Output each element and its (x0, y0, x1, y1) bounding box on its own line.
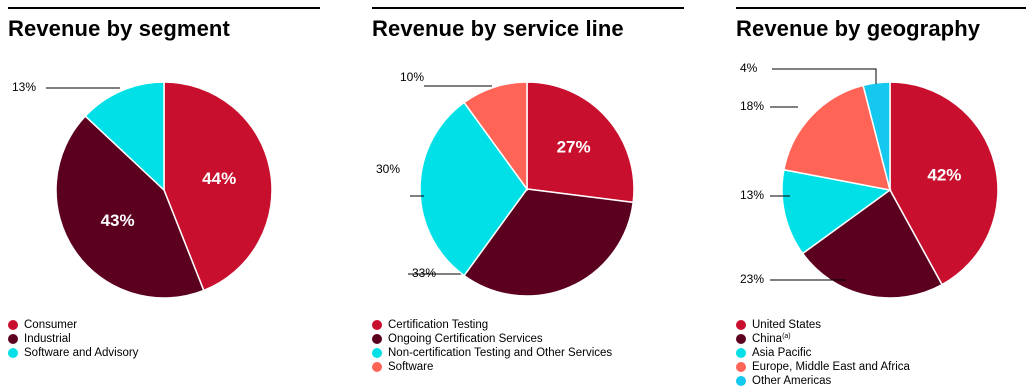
legend-swatch (8, 320, 18, 330)
pie-slice-europe-middle-east-and-africa (783, 84, 892, 191)
legend-label: China (752, 333, 783, 345)
slice-value-label: 44% (202, 169, 236, 188)
legend-swatch (736, 320, 746, 330)
slice-value-label: 27% (557, 137, 591, 156)
pie-slice-non-certification-testing-and-other-services (419, 101, 528, 277)
legend-label: Europe, Middle East and Africa (752, 361, 910, 373)
legend-label: Non-certification Testing and Other Serv… (388, 347, 613, 359)
chart-panel-geography: Revenue by geography 42% 23% 13% 18% 4% Unit… (736, 0, 1034, 389)
legend-swatch (8, 348, 18, 358)
legend-swatch (736, 348, 746, 358)
slice-value-label: 4% (740, 61, 758, 75)
title-rule (736, 7, 1026, 9)
legend-label: Software (388, 361, 434, 373)
legend: Certification Testing Ongoing Certificati… (372, 318, 612, 374)
legend-label: Industrial (24, 333, 71, 345)
legend-item-ongoing-certification-services: Ongoing Certification Services (372, 332, 612, 346)
slice-value-label: 13% (740, 188, 764, 202)
pie-chart-geography: 42% 23% 13% 18% 4% (740, 61, 999, 299)
pie-slice-china (801, 188, 944, 299)
legend-label: Other Americas (752, 375, 832, 387)
legend-item-other-americas: Other Americas (736, 374, 910, 388)
pie-slice-industrial (55, 115, 205, 299)
slice-value-label: 13% (12, 80, 36, 94)
legend: Consumer Industrial Software and Advisory (8, 318, 138, 360)
legend-label: United States (752, 319, 822, 331)
legend-label: Software and Advisory (24, 347, 139, 359)
pie-slice-software (463, 81, 528, 192)
title-rule (372, 7, 684, 9)
legend-item-consumer: Consumer (8, 318, 138, 332)
legend-item-certification-testing: Certification Testing (372, 318, 612, 332)
pie-chart-service-line: 27% 33% 30% 10% (376, 70, 635, 297)
legend-swatch (372, 348, 382, 358)
legend-swatch (372, 320, 382, 330)
slice-value-label: 30% (376, 162, 400, 176)
chart-title: Revenue by segment (8, 16, 230, 41)
chart-panel-segment: Revenue by segment 44% 43% 13% Consumer Ind… (8, 0, 320, 389)
legend-swatch (372, 334, 382, 344)
legend-item-europe-middle-east-and-africa: Europe, Middle East and Africa (736, 360, 910, 374)
pie-slice-ongoing-certification-services (463, 188, 634, 297)
slice-value-label: 10% (400, 70, 424, 84)
chart-title: Revenue by geography (736, 16, 981, 41)
legend-swatch (372, 362, 382, 372)
legend-item-asia-pacific: Asia Pacific (736, 346, 910, 360)
legend-label: Ongoing Certification Services (388, 333, 543, 345)
pie-slice-consumer (163, 81, 273, 292)
legend-swatch (8, 334, 18, 344)
slice-value-label: 23% (740, 272, 764, 286)
legend-swatch (736, 334, 746, 344)
legend-item-industrial: Industrial (8, 332, 138, 346)
pie-slice-certification-testing (526, 81, 635, 204)
pie-slice-asia-pacific (781, 168, 892, 255)
title-rule (8, 7, 320, 9)
legend: United States China(a) Asia Pacific Europe,… (736, 318, 910, 388)
pie-chart-segment: 44% 43% 13% (12, 80, 273, 299)
chart-title: Revenue by service line (372, 16, 624, 41)
legend-item-united-states: United States (736, 318, 910, 332)
pie-slice-software-and-advisory (84, 81, 165, 192)
chart-panel-service-line: Revenue by service line 27% 33% 30% 10% Cer… (372, 0, 684, 389)
legend-item-software: Software (372, 360, 612, 374)
slice-value-label: 42% (927, 165, 961, 184)
legend-item-china: China(a) (736, 332, 910, 346)
legend-footnote-marker: (a) (782, 333, 791, 340)
legend-label: Consumer (24, 319, 78, 331)
leader-line (772, 68, 877, 84)
legend-item-software-and-advisory: Software and Advisory (8, 346, 138, 360)
legend-item-non-certification-testing-and-other-services: Non-certification Testing and Other Serv… (372, 346, 612, 360)
legend-swatch (736, 376, 746, 386)
pie-slice-united-states (889, 81, 999, 286)
legend-label: Asia Pacific (752, 347, 812, 359)
slice-value-label: 33% (412, 266, 436, 280)
slice-value-label: 43% (101, 211, 135, 230)
legend-swatch (736, 362, 746, 372)
slice-value-label: 18% (740, 99, 764, 113)
legend-label: Certification Testing (388, 319, 489, 331)
